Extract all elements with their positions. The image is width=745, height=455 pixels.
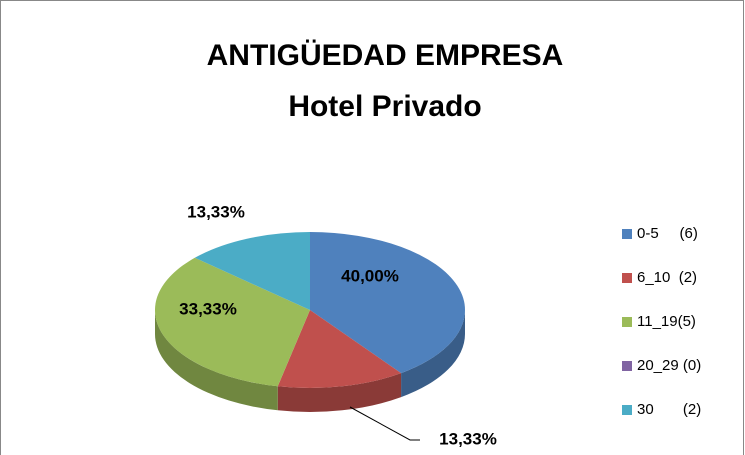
legend-label: 0-5 (6) bbox=[637, 225, 698, 242]
value-label: 33,33% bbox=[179, 299, 237, 318]
pie-slice bbox=[194, 232, 310, 310]
legend-label: 30 (2) bbox=[637, 401, 701, 418]
legend-swatch bbox=[622, 229, 632, 239]
legend-label: 20_29 (0) bbox=[637, 357, 701, 374]
pie-side bbox=[401, 310, 465, 398]
value-label: 13,33% bbox=[439, 429, 497, 448]
value-label: 13,33% bbox=[187, 202, 245, 221]
pie-slice bbox=[277, 310, 402, 388]
pie-side bbox=[155, 310, 278, 411]
pie-slice bbox=[310, 232, 465, 374]
pie-side bbox=[277, 373, 402, 412]
chart-subtitle: Hotel Privado bbox=[288, 90, 481, 123]
legend-swatch bbox=[622, 361, 632, 371]
value-label: 40,00% bbox=[341, 266, 399, 285]
chart-title: ANTIGÜEDAD EMPRESA bbox=[207, 39, 564, 72]
legend-swatch bbox=[622, 405, 632, 415]
legend-swatch bbox=[622, 317, 632, 327]
legend-swatch bbox=[622, 273, 632, 283]
legend-label: 6_10 (2) bbox=[637, 269, 697, 286]
legend-label: 11_19(5) bbox=[637, 313, 696, 330]
leader-line bbox=[349, 406, 420, 441]
pie-slice bbox=[154, 257, 310, 387]
